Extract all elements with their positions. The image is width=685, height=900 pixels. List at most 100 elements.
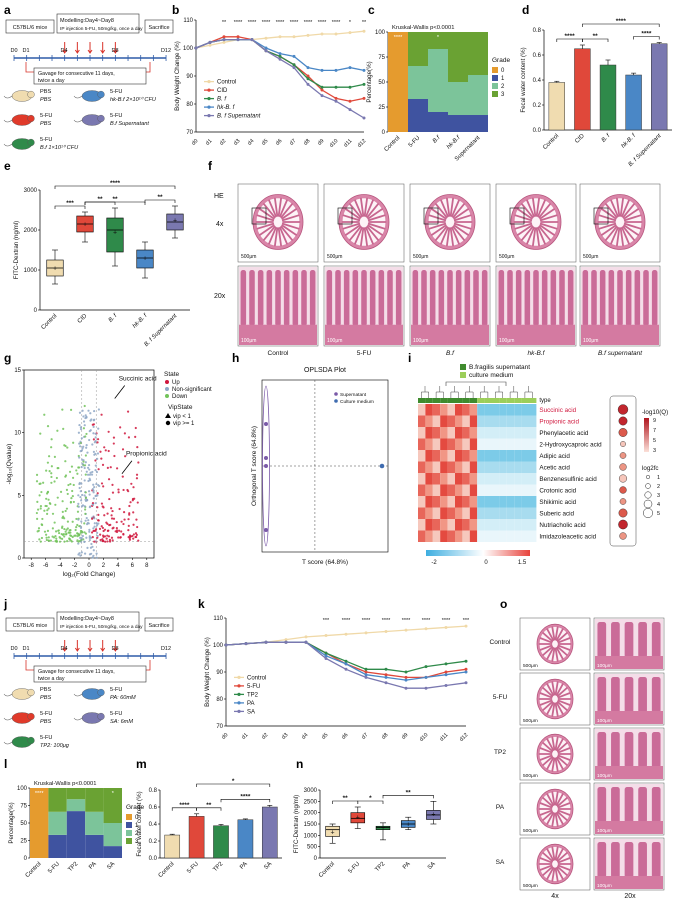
heatmap-cell bbox=[418, 404, 426, 416]
data-point bbox=[222, 40, 226, 44]
legend-label: Control bbox=[247, 675, 266, 681]
villus-fold bbox=[539, 224, 555, 236]
dendrogram-branch bbox=[421, 391, 429, 398]
volcano-point bbox=[71, 535, 74, 539]
volcano-point bbox=[123, 518, 126, 521]
villus-fold bbox=[256, 222, 275, 230]
volcano-point bbox=[88, 479, 92, 482]
volcano-point bbox=[102, 539, 105, 542]
volcano-point bbox=[75, 526, 78, 529]
villus-fold bbox=[277, 227, 282, 247]
size-legend-marker bbox=[646, 475, 650, 479]
heatmap-cell bbox=[447, 404, 455, 416]
villus-fold bbox=[623, 208, 639, 220]
panel-label-e: e bbox=[4, 159, 11, 173]
heatmap-cell bbox=[521, 427, 529, 439]
heatmap-cell bbox=[440, 507, 448, 519]
legend-label: 1 bbox=[501, 76, 505, 82]
heatmap-cell bbox=[440, 496, 448, 508]
sacrifice-label: Sacrifice bbox=[148, 25, 169, 31]
villus-fold bbox=[268, 199, 277, 218]
volcano-point bbox=[100, 482, 104, 485]
volcano-point bbox=[92, 425, 95, 428]
bubble-marker bbox=[619, 452, 627, 459]
volcano-point bbox=[107, 478, 111, 481]
villus bbox=[464, 270, 471, 327]
scale-bar-label: 500μm bbox=[327, 254, 342, 260]
data-point bbox=[344, 659, 348, 663]
significance-bracket bbox=[633, 36, 660, 40]
villus bbox=[638, 732, 647, 768]
legend-marker bbox=[334, 399, 338, 403]
bubble-marker bbox=[619, 463, 627, 471]
legend-marker bbox=[207, 114, 211, 118]
heatmap-cell bbox=[492, 450, 500, 462]
legend-marker bbox=[207, 80, 211, 84]
y-tick-label: 500 bbox=[307, 845, 318, 851]
volcano-point bbox=[83, 479, 86, 482]
villus-fold bbox=[551, 867, 556, 882]
mouse-strain: C57BL/6 mice bbox=[13, 25, 48, 31]
heatmap-cell bbox=[440, 484, 448, 496]
volcano-point bbox=[94, 468, 97, 472]
heatmap-cell bbox=[484, 438, 492, 450]
heatmap-cell bbox=[447, 415, 455, 427]
volcano-point bbox=[86, 466, 90, 469]
bar bbox=[625, 74, 642, 131]
volcano-point bbox=[109, 523, 112, 526]
x-tick-label: PA bbox=[88, 861, 98, 871]
volcano-point bbox=[115, 530, 119, 534]
heatmap-cell bbox=[418, 461, 426, 473]
volcano-point bbox=[86, 451, 89, 454]
volcano-point bbox=[66, 446, 69, 449]
day-label: D0 bbox=[10, 646, 17, 652]
heatmap-row-label: Suberic acid bbox=[539, 511, 574, 518]
villus-fold bbox=[452, 225, 465, 241]
box bbox=[136, 249, 154, 269]
heatmap-cell bbox=[529, 530, 537, 542]
volcano-point bbox=[54, 530, 58, 533]
mean-marker: + bbox=[83, 222, 87, 229]
volcano-point bbox=[95, 552, 98, 555]
heatmap-cell bbox=[455, 461, 463, 473]
villus-fold bbox=[542, 742, 554, 753]
data-point bbox=[444, 662, 448, 666]
q-scale-tick: 3 bbox=[653, 448, 656, 454]
villus-fold bbox=[349, 225, 362, 241]
volcano-point bbox=[83, 464, 87, 467]
volcano-point bbox=[76, 523, 79, 527]
y-tick-label: 5 bbox=[18, 493, 22, 499]
significance-label: **** bbox=[35, 791, 44, 797]
day-label: D0 bbox=[10, 48, 17, 54]
volcano-point bbox=[88, 468, 91, 471]
villus-fold bbox=[542, 632, 554, 643]
mag-label-left: 4x bbox=[551, 893, 559, 900]
heatmap-cell bbox=[432, 427, 441, 439]
villus bbox=[515, 270, 522, 327]
volcano-point bbox=[119, 536, 122, 539]
heatmap-row-label: Nutriacholic acid bbox=[539, 522, 586, 529]
tissue-cross-section bbox=[536, 733, 574, 775]
volcano-point bbox=[115, 527, 118, 530]
legend-label: 0 bbox=[135, 815, 139, 821]
heatmap-cell bbox=[440, 519, 448, 531]
heatmap-cell bbox=[462, 427, 470, 439]
significance-bracket bbox=[144, 199, 176, 203]
volcano-point bbox=[61, 516, 64, 519]
stacked-segment bbox=[428, 49, 448, 112]
villus-fold bbox=[551, 736, 556, 751]
volcano-point bbox=[86, 473, 90, 476]
villus bbox=[634, 270, 641, 327]
size-legend-label: 1 bbox=[657, 475, 660, 481]
significance-bracket bbox=[54, 205, 86, 209]
villus-fold bbox=[554, 702, 559, 717]
bar bbox=[548, 82, 565, 131]
legend-label: Supernatant bbox=[340, 392, 367, 398]
volcano-point bbox=[107, 430, 110, 433]
chart-d: 0.0 0.2 0.4 0.6 0.8 Fecal water content (%) Co… bbox=[520, 18, 672, 168]
volcano-point bbox=[117, 488, 120, 491]
villus-fold bbox=[551, 681, 556, 696]
data-point bbox=[278, 35, 282, 39]
histology-o: 4x 20x Control 500μm 100μm 5-FU 500μm 100μm TP… bbox=[490, 617, 665, 900]
heatmap-row-label: Propionic acid bbox=[539, 419, 579, 426]
